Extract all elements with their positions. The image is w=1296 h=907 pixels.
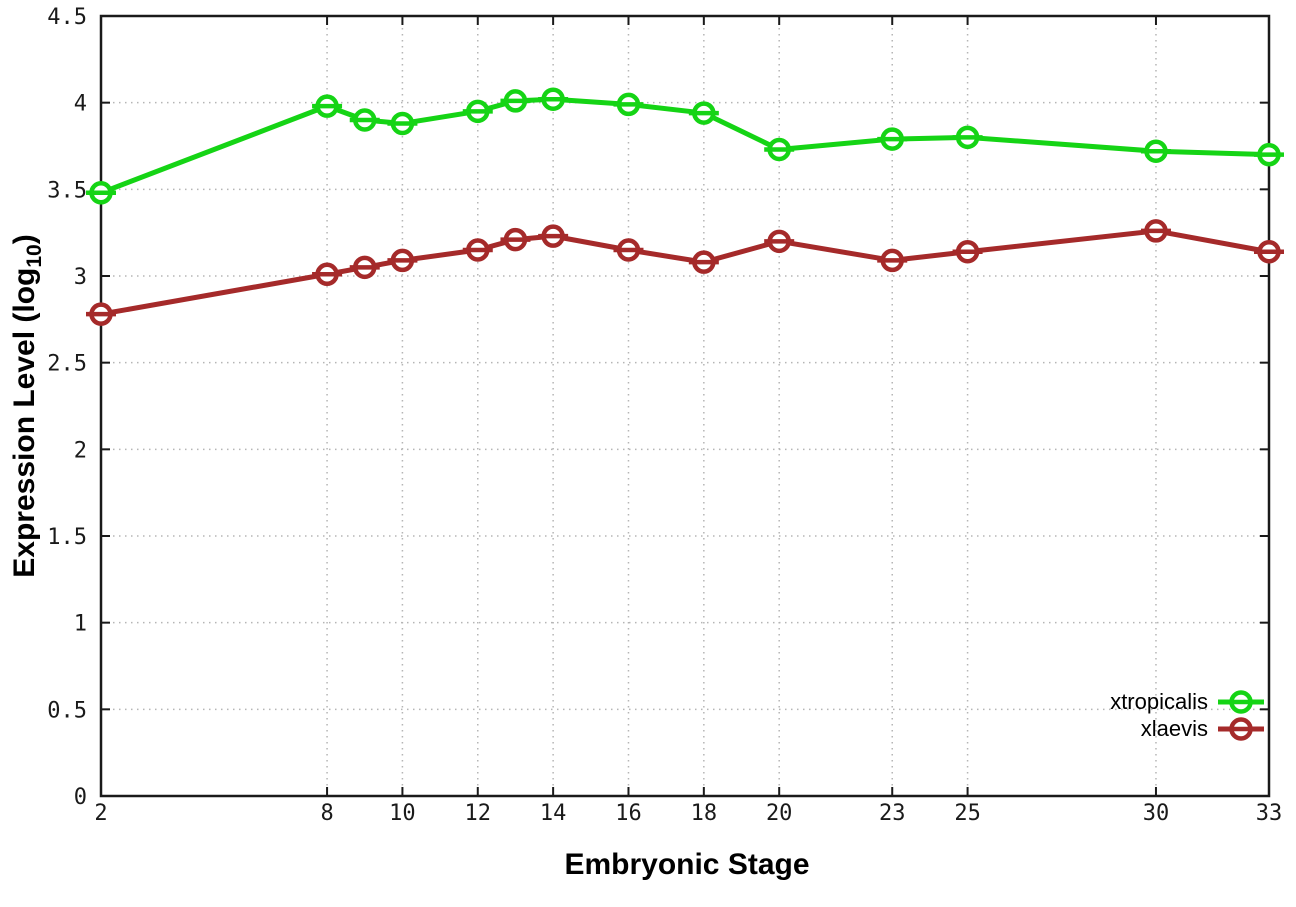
x-tick-label: 2 (94, 801, 107, 826)
y-tick-label: 2.5 (47, 352, 87, 377)
x-tick-label: 33 (1256, 801, 1283, 826)
legend-label-xlaevis: xlaevis (1141, 716, 1208, 741)
x-tick-label: 30 (1143, 801, 1170, 826)
y-tick-label: 4 (74, 92, 87, 117)
y-tick-label: 4.5 (47, 5, 87, 30)
plot-border (99, 14, 1271, 798)
x-tick-label: 8 (320, 801, 333, 826)
x-tick-label: 10 (389, 801, 416, 826)
axes (99, 14, 1271, 798)
x-tick-label: 20 (766, 801, 793, 826)
y-tick-label: 0 (74, 785, 87, 810)
y-tick-label: 1 (74, 612, 87, 637)
y-tick-label: 3 (74, 265, 87, 290)
gridlines (101, 16, 1269, 796)
tick-labels: 2 8 10 12 14 16 18 20 23 25 30 33 0 0.5 1 1.5 2 2.5 3 3.5 4 4… (47, 5, 1282, 826)
y-tick-label: 1.5 (47, 525, 87, 550)
legend-label-xtropicalis: xtropicalis (1110, 689, 1208, 714)
y-axis-title: Expression Level (log10) (8, 234, 46, 577)
x-tick-label: 23 (879, 801, 906, 826)
y-tick-label: 2 (74, 438, 87, 463)
series-xlaevis (86, 219, 1284, 326)
x-tick-label: 12 (465, 801, 492, 826)
series-line-xtropicalis (98, 96, 1272, 196)
legend-item-xtropicalis: xtropicalis (1110, 689, 1264, 714)
series-line-xlaevis (98, 228, 1272, 317)
x-axis-title: Embryonic Stage (564, 848, 809, 881)
y-tick-label: 0.5 (47, 698, 87, 723)
x-tick-label: 25 (954, 801, 981, 826)
x-tick-label: 14 (540, 801, 567, 826)
x-tick-label: 18 (691, 801, 718, 826)
data-series (86, 87, 1284, 326)
y-tick-label: 3.5 (47, 178, 87, 203)
x-tick-label: 16 (615, 801, 642, 826)
series-xtropicalis (86, 87, 1284, 205)
legend-item-xlaevis: xlaevis (1141, 716, 1264, 741)
